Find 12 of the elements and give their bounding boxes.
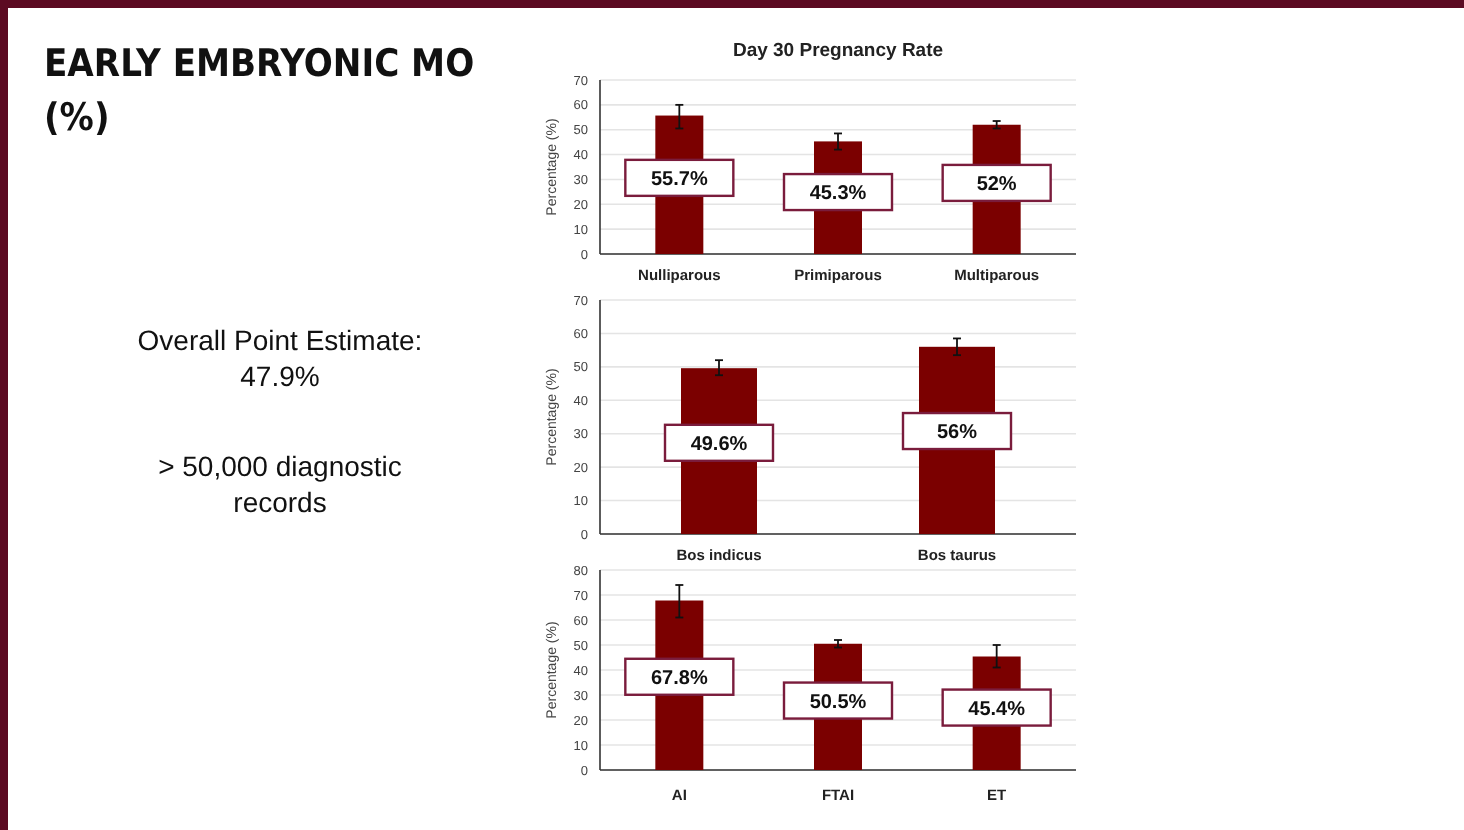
data-label: 52% [976,173,1017,196]
data-label: 55.7% [650,168,708,191]
data-label: 45.4% [968,698,1026,721]
text: > 50,000 diagnostic records [158,450,402,518]
text: Overall Point Estimate: 47.9% [137,324,423,392]
chart-title: Day 30 Pregnancy Rate [732,40,944,62]
data-label: 49.6% [690,433,748,456]
text: EARLY EMBRYONIC MO (%) [44,42,475,140]
data-label: 50.5% [809,691,867,714]
data-label: 67.8% [650,667,708,690]
data-label: 56% [936,422,978,445]
data-label: 45.3% [809,183,867,206]
